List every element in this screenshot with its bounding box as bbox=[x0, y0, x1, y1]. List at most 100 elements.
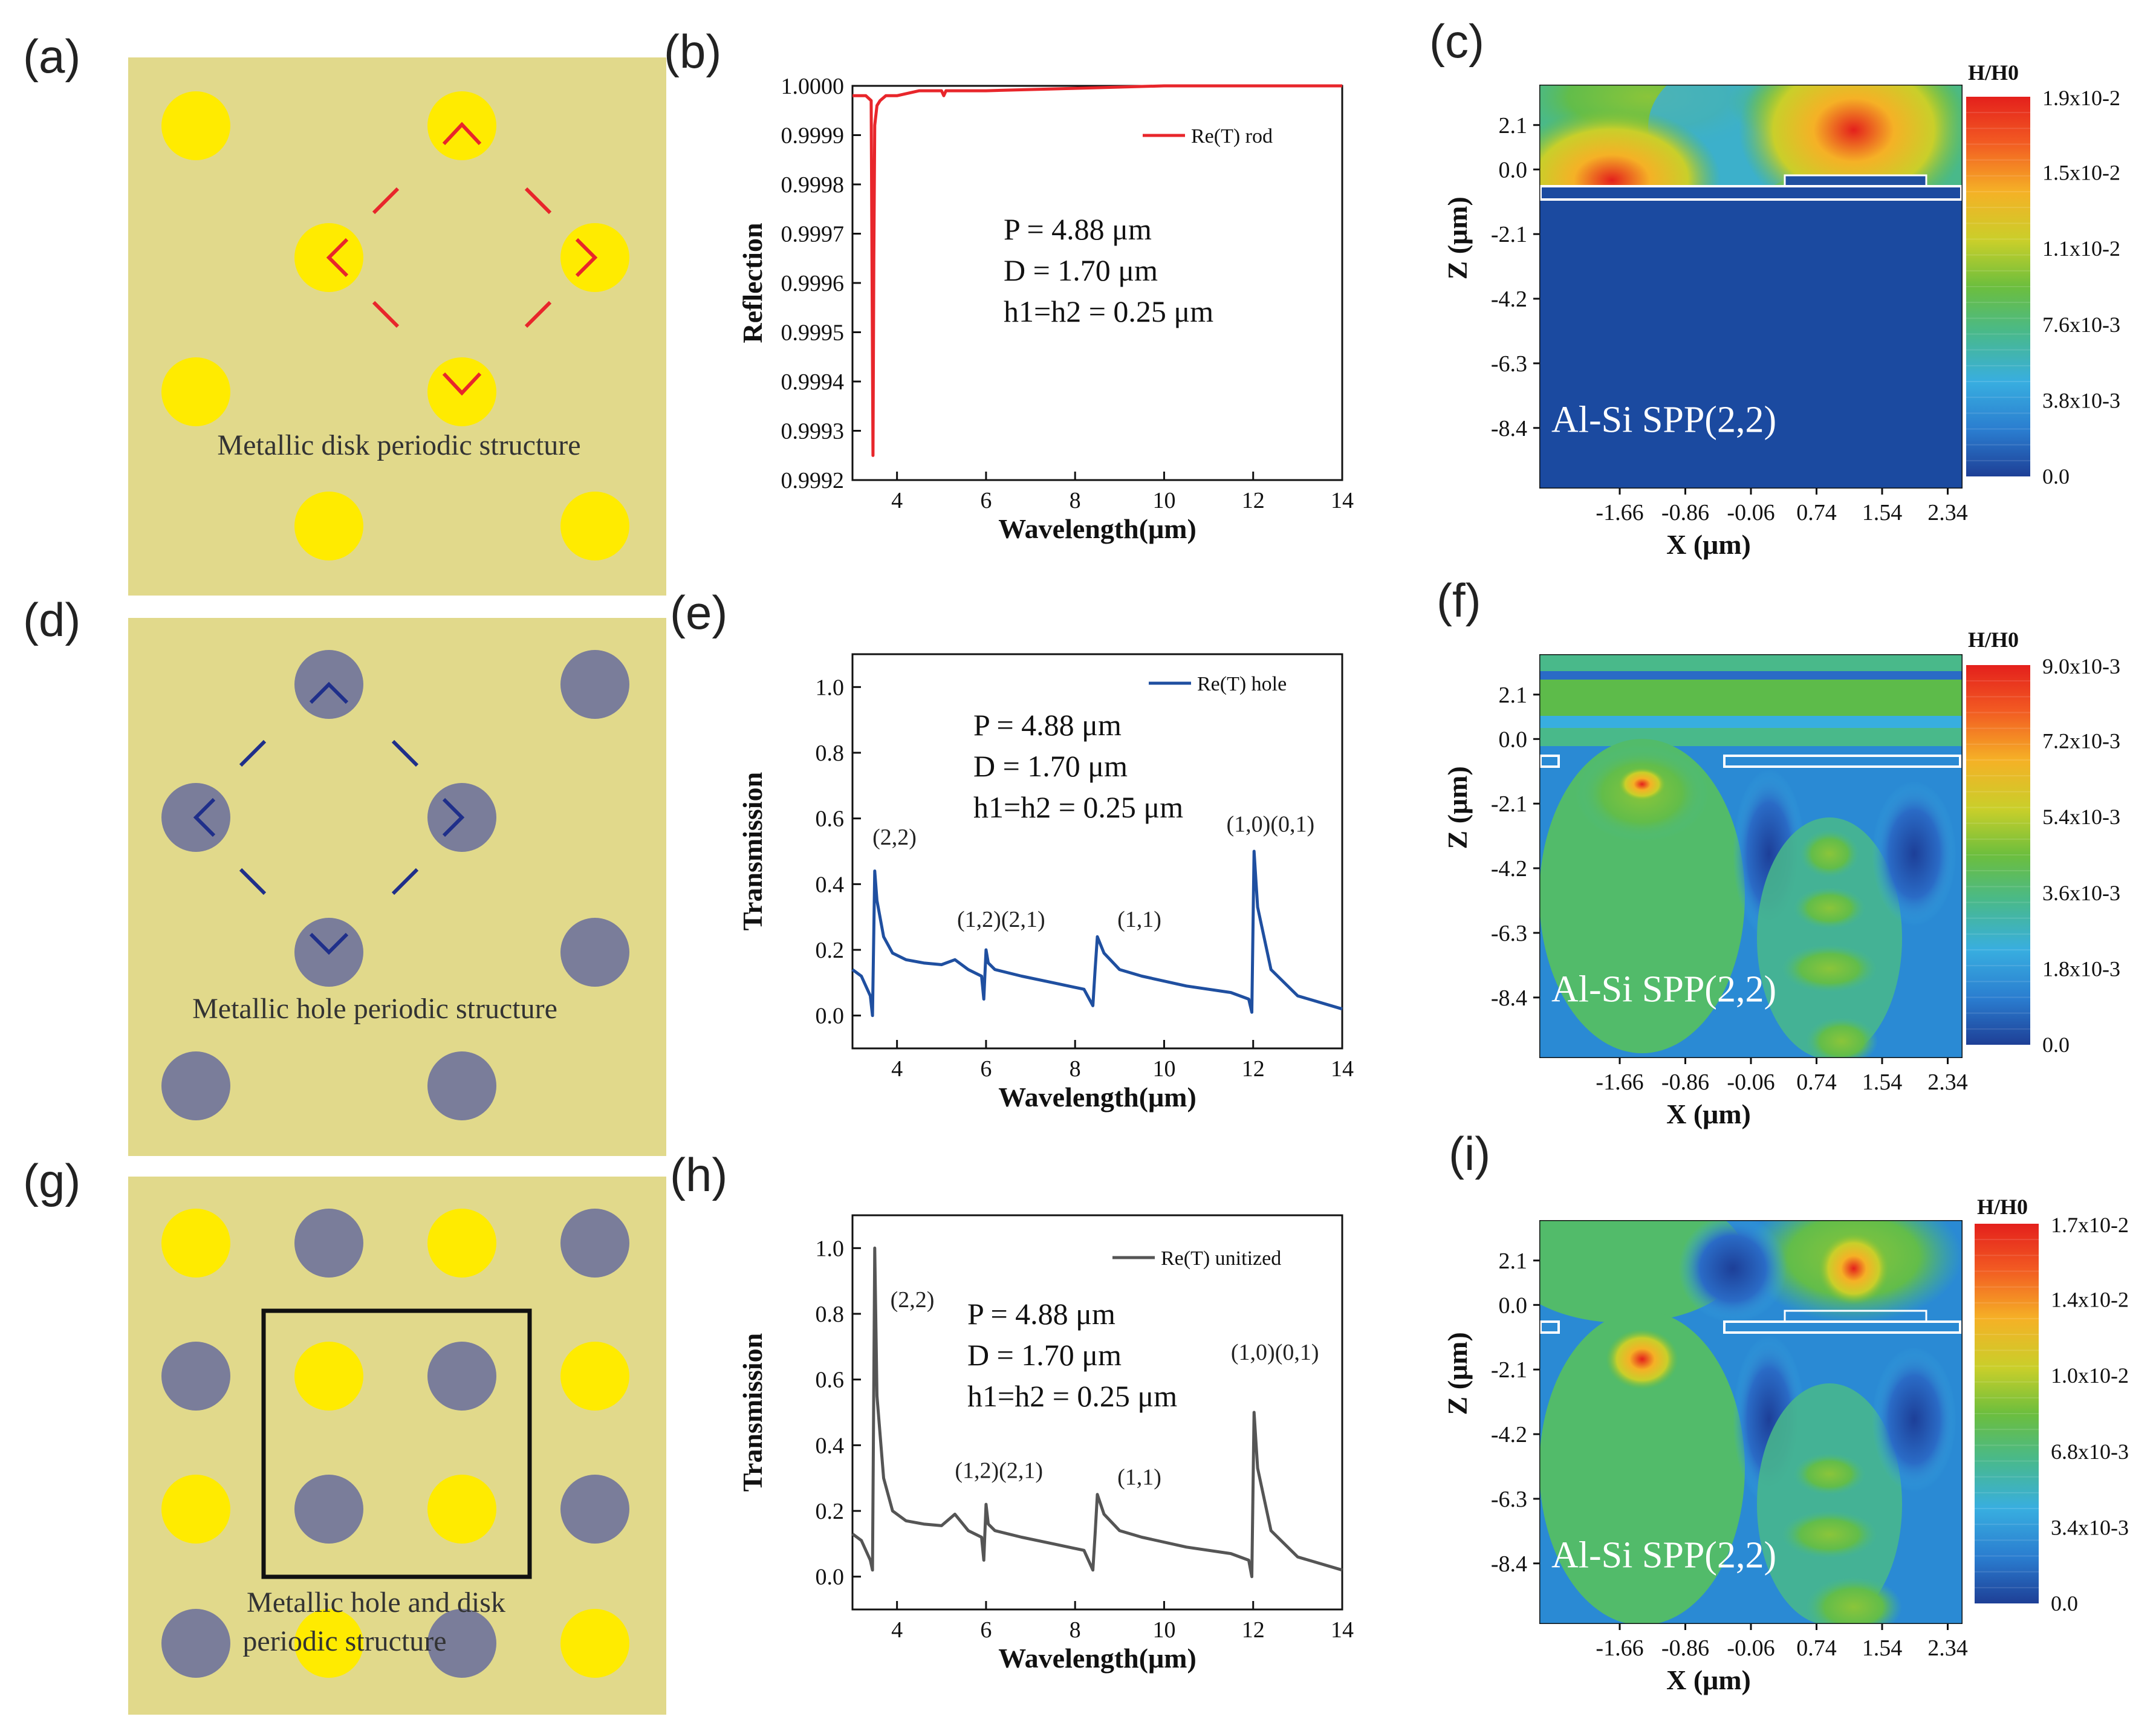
param-text: P = 4.88 μm bbox=[967, 1297, 1115, 1331]
panel-c-label: (c) bbox=[1429, 15, 1484, 68]
fieldmap-i-axes: -1.66 -0.86 -0.06 0.74 1.54 2.34 2.1 0.0 -2.1 -4.… bbox=[1442, 1195, 2129, 1695]
y-tick-label: 0.4 bbox=[816, 1433, 845, 1458]
x-tick-label: 6 bbox=[980, 1056, 992, 1082]
param-text: P = 4.88 μm bbox=[973, 708, 1122, 742]
x-tick-label: -1.66 bbox=[1596, 1635, 1643, 1661]
y-axis-label: Reflection bbox=[737, 222, 768, 343]
colorbar-tick-label: 7.6x10-3 bbox=[2042, 313, 2120, 337]
x-axis-label: X (μm) bbox=[1666, 529, 1751, 560]
y-tick-label: 1.0000 bbox=[781, 74, 845, 99]
colorbar-title: H/H0 bbox=[1968, 628, 2019, 652]
param-text: h1=h2 = 0.25 μm bbox=[1004, 294, 1213, 328]
chart-h: 4 6 8 10 12 14 0.0 0.2 0.4 0.6 0.8 1.0 Wavelength(μm… bbox=[737, 1214, 1354, 1674]
schematic-g-elements bbox=[161, 1209, 629, 1678]
y-axis-label: Z (μm) bbox=[1442, 1332, 1473, 1415]
x-tick-label: 0.74 bbox=[1796, 500, 1837, 525]
x-tick-label: -0.06 bbox=[1727, 1070, 1774, 1095]
y-tick-label: 0.2 bbox=[816, 938, 845, 963]
disk bbox=[560, 1609, 629, 1678]
y-tick-label: 2.1 bbox=[1499, 1249, 1528, 1274]
hole bbox=[427, 1609, 496, 1678]
x-axis-label: X (μm) bbox=[1666, 1664, 1751, 1695]
x-tick-label: 12 bbox=[1242, 1056, 1265, 1082]
param-text: D = 1.70 μm bbox=[967, 1338, 1122, 1372]
y-axis-label: Z (μm) bbox=[1442, 766, 1473, 849]
x-tick-label: 4 bbox=[891, 488, 903, 513]
x-tick-label: -0.86 bbox=[1661, 500, 1709, 525]
hole bbox=[161, 1051, 230, 1120]
y-tick-label: -8.4 bbox=[1491, 416, 1527, 441]
y-tick-label: -2.1 bbox=[1491, 1357, 1527, 1383]
schematic-a-disks bbox=[161, 91, 629, 560]
x-axis-label: X (μm) bbox=[1666, 1099, 1751, 1129]
hole bbox=[294, 1475, 363, 1544]
x-tick-label: 0.74 bbox=[1796, 1635, 1837, 1661]
colorbar-tick-label: 1.7x10-2 bbox=[2051, 1213, 2129, 1237]
hole bbox=[560, 650, 629, 719]
panel-g: (g) Metallic hole and disk periodic stru… bbox=[23, 1154, 666, 1715]
colorbar-tick-label: 0.0 bbox=[2042, 1033, 2070, 1057]
fieldmap-i bbox=[1539, 1220, 1963, 1624]
legend-label: Re(T) rod bbox=[1191, 125, 1273, 148]
colorbar-title: H/H0 bbox=[1977, 1195, 2028, 1219]
y-tick-label: 0.9993 bbox=[781, 419, 845, 444]
hole bbox=[560, 918, 629, 987]
x-tick-label: 6 bbox=[980, 488, 992, 513]
hole bbox=[294, 1209, 363, 1278]
x-axis-label: Wavelength(μm) bbox=[998, 1643, 1197, 1674]
chart-b: 4 6 8 10 12 14 0.9992 0.9993 0.9994 0.9995 0.9996 0… bbox=[737, 74, 1354, 544]
schematic-g-caption-line2: periodic structure bbox=[242, 1625, 446, 1657]
param-text: D = 1.70 μm bbox=[973, 749, 1128, 783]
series-line bbox=[851, 1246, 1343, 1579]
y-tick-label: -4.2 bbox=[1491, 1422, 1527, 1447]
x-tick-label: 8 bbox=[1070, 1617, 1081, 1643]
schematic-a-caption: Metallic disk periodic structure bbox=[217, 429, 580, 461]
mode-annotation: (1,2)(2,1) bbox=[957, 907, 1045, 932]
y-tick-label: 0.9999 bbox=[781, 123, 845, 149]
colorbar bbox=[1975, 1224, 2039, 1603]
y-tick-label: -6.3 bbox=[1491, 921, 1527, 946]
fieldmap-i-plot bbox=[1539, 1220, 1963, 1624]
y-tick-label: 0.9997 bbox=[781, 222, 845, 247]
schematic-g-caption-line1: Metallic hole and disk bbox=[247, 1586, 505, 1619]
y-tick-label: -6.3 bbox=[1491, 351, 1527, 377]
disk bbox=[161, 1209, 230, 1278]
mode-label: Al-Si SPP(2,2) bbox=[1551, 969, 1776, 1010]
panel-b-label: (b) bbox=[664, 25, 721, 78]
y-tick-label: 0.9992 bbox=[781, 468, 845, 493]
x-tick-label: 14 bbox=[1331, 1056, 1354, 1082]
unit-cell-box-g bbox=[261, 1308, 532, 1579]
x-tick-label: 4 bbox=[891, 1617, 903, 1643]
y-tick-label: -4.2 bbox=[1491, 856, 1527, 882]
disk bbox=[294, 1609, 363, 1678]
x-tick-label: 8 bbox=[1070, 1056, 1081, 1082]
panel-h-label: (h) bbox=[670, 1148, 727, 1201]
y-tick-label: 0.9996 bbox=[781, 271, 845, 296]
x-tick-label: -0.06 bbox=[1727, 1635, 1774, 1661]
chart-e: 4 6 8 10 12 14 0.0 0.2 0.4 0.6 0.8 1.0 Wavelength(μm… bbox=[737, 653, 1354, 1112]
x-tick-label: -0.86 bbox=[1661, 1070, 1709, 1095]
fieldmap-f-plot bbox=[1539, 654, 1963, 1058]
y-tick-label: 0.9995 bbox=[781, 320, 845, 346]
panel-e-label: (e) bbox=[670, 586, 727, 639]
series-line bbox=[852, 84, 1342, 457]
series-line bbox=[851, 849, 1343, 1018]
mode-label: Al-Si SPP(2,2) bbox=[1551, 1535, 1776, 1576]
plot-frame bbox=[851, 1214, 1343, 1611]
y-tick-label: -2.1 bbox=[1491, 222, 1527, 247]
y-axis-label: Z (μm) bbox=[1442, 196, 1473, 279]
panel-a: (a) Metallic disk periodic structure bbox=[23, 30, 666, 596]
disk bbox=[294, 492, 363, 560]
y-tick-label: -8.4 bbox=[1491, 986, 1527, 1011]
legend-label: Re(T) hole bbox=[1197, 673, 1287, 695]
colorbar-tick-label: 7.2x10-3 bbox=[2042, 729, 2120, 753]
fieldmap-c-axes: -1.66 -0.86 -0.06 0.74 1.54 2.34 2.1 0.0 -2.1 -4.… bbox=[1442, 60, 2120, 560]
x-tick-label: 6 bbox=[980, 1617, 992, 1643]
y-tick-label: 0.9994 bbox=[781, 369, 845, 395]
fieldmap-axes: -1.66 -0.86 -0.06 0.74 1.54 2.34 2.1 0.0 -2.1 -4.… bbox=[1442, 60, 2129, 1695]
x-tick-label: 1.54 bbox=[1862, 1635, 1903, 1661]
panel-a-label: (a) bbox=[23, 30, 80, 83]
y-axis-label: Transmission bbox=[737, 772, 768, 930]
colorbar-tick-label: 0.0 bbox=[2051, 1591, 2078, 1616]
